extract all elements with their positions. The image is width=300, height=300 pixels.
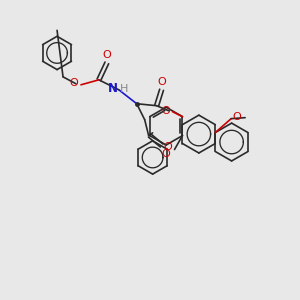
Text: H: H: [120, 84, 128, 94]
Text: N: N: [108, 82, 118, 95]
Text: O: O: [162, 106, 170, 116]
Text: O: O: [157, 77, 166, 87]
Text: O: O: [162, 149, 170, 159]
Text: O: O: [69, 78, 78, 88]
Text: O: O: [164, 142, 172, 152]
Text: O: O: [232, 112, 241, 122]
Text: O: O: [103, 50, 111, 60]
